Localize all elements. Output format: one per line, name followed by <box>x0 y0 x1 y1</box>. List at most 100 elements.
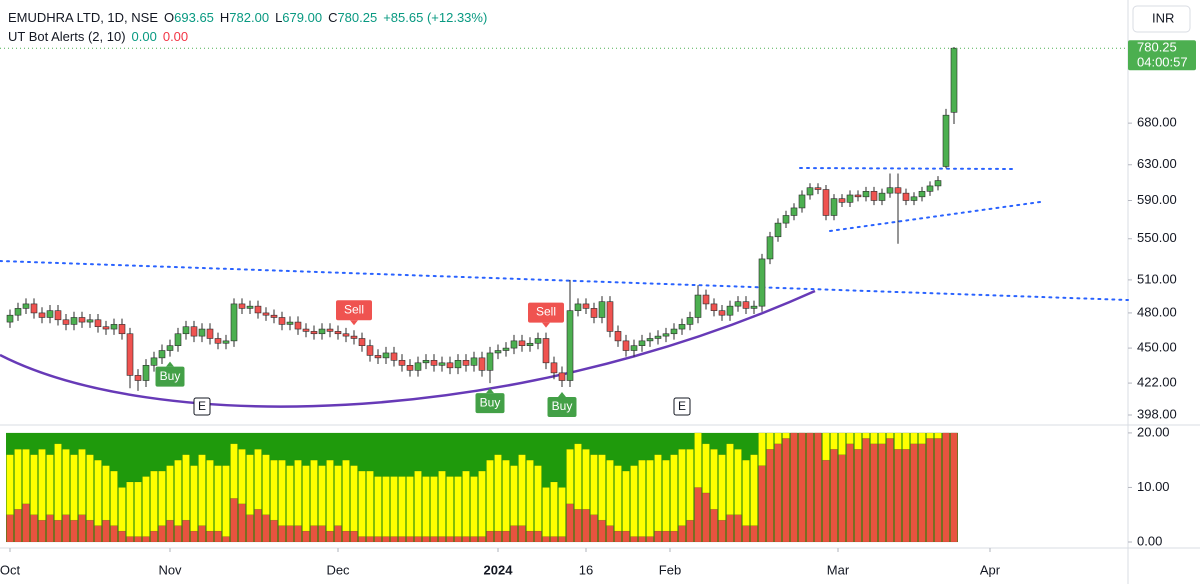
candle-body <box>134 375 142 381</box>
candle-body <box>270 314 278 318</box>
indicator-bar <box>430 476 438 537</box>
candle-body <box>382 352 390 359</box>
indicator-bar <box>646 459 654 537</box>
candle-body <box>846 194 854 203</box>
indicator-bar <box>606 525 614 543</box>
indicator-bar <box>590 514 598 543</box>
indicator-bar <box>598 519 606 543</box>
candle-body <box>174 333 182 346</box>
indicator-bar <box>574 509 582 543</box>
indicator-bar <box>430 536 438 543</box>
indicator-bar <box>294 459 302 526</box>
candle-body <box>294 321 302 330</box>
indicator-bar <box>846 432 854 445</box>
candle-body <box>38 312 46 318</box>
currency-box[interactable] <box>1132 5 1191 33</box>
indicator-bar <box>326 459 334 532</box>
indicator-bar <box>86 519 94 543</box>
indicator-bar <box>902 449 910 543</box>
candle-body <box>686 317 694 325</box>
indicator-bar <box>78 449 86 515</box>
indicator-bar <box>830 432 838 450</box>
indicator-bar <box>550 481 558 537</box>
indicator-bar <box>910 443 918 543</box>
indicator-bar <box>678 525 686 543</box>
candle-body <box>278 317 286 325</box>
candle-body <box>702 294 710 305</box>
indicator-bar <box>78 514 86 543</box>
indicator-bar <box>158 525 166 543</box>
candle-body <box>694 294 702 318</box>
indicator-bar <box>510 465 518 526</box>
signal-label: Sell <box>336 300 372 326</box>
indicator-bar <box>166 465 174 521</box>
indicator-bar <box>822 459 830 543</box>
candle-body <box>710 303 718 311</box>
candle-body <box>950 47 958 113</box>
candle-body <box>918 191 926 198</box>
ohlc-value: 679.00 <box>282 10 323 25</box>
indicator-bar <box>238 503 246 543</box>
indicator-bar <box>630 465 638 537</box>
candle-body <box>854 194 862 198</box>
candle-body <box>414 362 422 371</box>
symbol: EMUDHRA LTD, 1D, NSE <box>8 10 159 25</box>
indicator-bar <box>38 449 46 521</box>
indicator-bar <box>502 530 510 543</box>
legend-main: EMUDHRA LTD, 1D, NSE O693.65 H782.00 L679.0… <box>8 10 493 25</box>
indicator-bar <box>422 476 430 537</box>
signal-text: Sell <box>536 305 556 319</box>
indicator-bar <box>302 465 310 532</box>
candle-body <box>342 333 350 337</box>
indicator-bar <box>750 454 758 526</box>
indicator-bar <box>566 449 574 505</box>
indicator-bar <box>350 465 358 532</box>
indicator-bar <box>198 454 206 526</box>
indicator-bar <box>390 536 398 543</box>
indicator-bar <box>614 465 622 532</box>
event-box <box>193 397 211 416</box>
x-tick-label: Oct <box>0 562 20 577</box>
indicator-bar <box>54 519 62 543</box>
indicator-bar <box>262 514 270 543</box>
indicator-bar <box>774 432 782 445</box>
indicator-bar <box>886 438 894 543</box>
indicator-bar <box>838 432 846 455</box>
x-tick-label: Apr <box>980 562 1001 577</box>
ohlc-value: 780.25 <box>337 10 378 25</box>
indicator-bar <box>854 449 862 543</box>
candle-body <box>558 372 566 381</box>
candle-body <box>862 191 870 198</box>
candle-body <box>750 305 758 309</box>
indicator-bar <box>310 459 318 526</box>
candle-body <box>6 314 14 323</box>
indicator-bar <box>62 514 70 543</box>
indicator-bar <box>598 454 606 521</box>
indicator-bar <box>302 530 310 543</box>
indicator-bar <box>926 438 934 543</box>
candle-body <box>262 312 270 316</box>
indicator-bar <box>230 498 238 543</box>
indicator-bar <box>694 487 702 543</box>
indicator-bar <box>182 519 190 543</box>
indicator-bar <box>462 470 470 537</box>
y-tick-label: 480.00 <box>1137 304 1177 319</box>
indicator-bar <box>758 432 766 466</box>
candle-body <box>838 198 846 203</box>
indicator-bar <box>326 530 334 543</box>
indicator-bar <box>22 503 30 543</box>
indicator-bar <box>470 476 478 537</box>
event-box <box>673 397 691 416</box>
indicator-bar <box>38 519 46 543</box>
indicator-bar <box>710 509 718 543</box>
x-tick-label: 2024 <box>484 562 514 577</box>
indicator-bar <box>342 459 350 532</box>
signal-box <box>547 396 577 417</box>
indicator-bar <box>942 432 950 543</box>
candle-body <box>214 338 222 344</box>
indicator-bar <box>518 454 526 526</box>
indicator-bar <box>718 519 726 543</box>
currency: INR <box>1152 10 1174 25</box>
candle-body <box>606 301 614 332</box>
